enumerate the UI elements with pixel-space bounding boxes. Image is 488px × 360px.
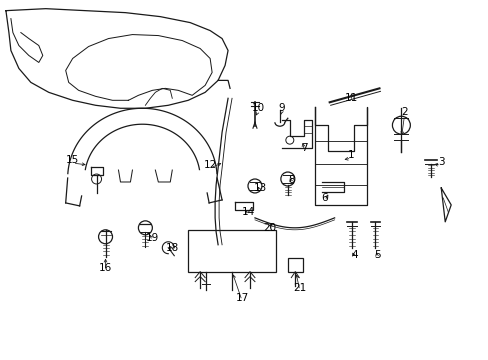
Text: 15: 15 — [66, 155, 79, 165]
Text: 17: 17 — [235, 293, 248, 302]
Text: 8: 8 — [288, 175, 295, 185]
Text: 16: 16 — [99, 263, 112, 273]
Text: 7: 7 — [301, 143, 307, 153]
Text: 14: 14 — [241, 207, 254, 217]
Text: 1: 1 — [347, 150, 354, 160]
Text: 19: 19 — [145, 233, 159, 243]
Text: 9: 9 — [278, 103, 285, 113]
Text: 6: 6 — [321, 193, 327, 203]
Text: 12: 12 — [203, 160, 216, 170]
Bar — [188, 230, 275, 272]
Text: 10: 10 — [251, 103, 264, 113]
Text: 5: 5 — [373, 250, 380, 260]
Text: 3: 3 — [437, 157, 444, 167]
Text: 21: 21 — [293, 283, 306, 293]
Text: 11: 11 — [344, 93, 358, 103]
Text: 2: 2 — [400, 107, 407, 117]
Text: 13: 13 — [253, 183, 266, 193]
Text: 18: 18 — [165, 243, 179, 253]
Text: 4: 4 — [350, 250, 357, 260]
Bar — [287, 258, 302, 272]
Text: 20: 20 — [263, 223, 276, 233]
